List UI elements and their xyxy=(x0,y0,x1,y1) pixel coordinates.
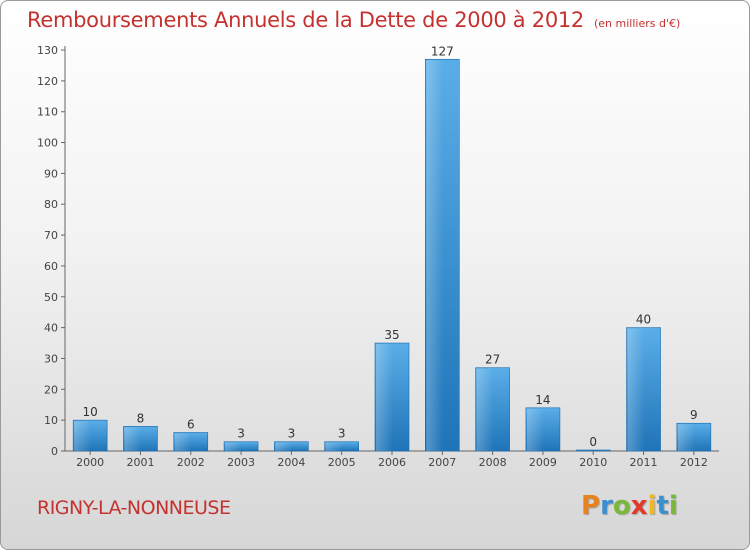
y-tick-label: 40 xyxy=(44,322,58,335)
x-tick-label: 2012 xyxy=(680,456,708,469)
data-label: 10 xyxy=(83,405,98,419)
x-tick-label: 2000 xyxy=(76,456,104,469)
x-tick-label: 2005 xyxy=(328,456,356,469)
y-tick-label: 10 xyxy=(44,414,58,427)
y-tick-label: 50 xyxy=(44,291,58,304)
commune-name: RIGNY-LA-NONNEUSE xyxy=(37,497,231,519)
logo-letter: i xyxy=(668,491,678,521)
y-tick-labels: 0 10 20 30 40 50 60 70 80 90 100 110 120 130 xyxy=(37,44,65,458)
y-tick-label: 60 xyxy=(44,260,58,273)
y-tick-label: 80 xyxy=(44,198,58,211)
bar-highlight xyxy=(225,442,243,451)
data-label: 40 xyxy=(636,313,651,327)
x-tick-label: 2002 xyxy=(177,456,205,469)
bar-highlight xyxy=(677,424,695,451)
x-tick-label: 2001 xyxy=(126,456,154,469)
data-label: 6 xyxy=(187,417,195,431)
x-tick-label: 2011 xyxy=(630,456,658,469)
bar-highlight xyxy=(74,421,92,451)
bar-highlight xyxy=(627,328,645,451)
chart-title: Remboursements Annuels de la Dette de 20… xyxy=(27,8,680,32)
y-tick-label: 70 xyxy=(44,229,58,242)
proxiti-logo: Proxiti xyxy=(581,491,678,521)
y-tick-label: 30 xyxy=(44,352,58,365)
y-tick-label: 120 xyxy=(37,75,58,88)
logo-letter: t xyxy=(656,491,669,521)
logo-letter: o xyxy=(612,491,631,521)
y-tick-label: 90 xyxy=(44,167,58,180)
x-tick-label: 2009 xyxy=(529,456,557,469)
x-tick-labels: 2000 2001 2002 2003 2004 2005 2006 2007 2008 2009… xyxy=(76,451,708,469)
bar-highlight xyxy=(526,408,544,451)
x-tick-label: 2004 xyxy=(277,456,305,469)
logo-letter: x xyxy=(630,491,648,521)
logo-letter: i xyxy=(647,491,657,521)
data-label: 3 xyxy=(237,427,245,441)
x-tick-label: 2006 xyxy=(378,456,406,469)
data-labels: 10 8 6 3 3 3 35 127 27 14 0 40 9 xyxy=(83,44,698,449)
x-tick-label: 2008 xyxy=(479,456,507,469)
title-text: Remboursements Annuels de la Dette de 20… xyxy=(27,8,584,32)
bar-highlight xyxy=(124,427,142,451)
bar xyxy=(575,449,611,452)
bar-highlight xyxy=(476,368,494,451)
unit-label: (en milliers d'€) xyxy=(594,17,681,30)
y-tick-label: 110 xyxy=(37,106,58,119)
x-tick-label: 2010 xyxy=(579,456,607,469)
bar-highlight xyxy=(376,344,393,451)
data-label: 3 xyxy=(288,427,296,441)
bar-highlight xyxy=(174,433,192,451)
data-label: 14 xyxy=(535,393,550,407)
bars xyxy=(72,58,712,452)
logo-letter: P xyxy=(581,491,601,521)
y-tick-label: 130 xyxy=(37,44,58,57)
bar-highlight xyxy=(325,442,343,451)
x-tick-label: 2003 xyxy=(227,456,255,469)
y-tick-label: 0 xyxy=(51,445,58,458)
data-label: 3 xyxy=(338,427,346,441)
data-label: 35 xyxy=(384,328,399,342)
bar-highlight xyxy=(426,60,444,451)
data-label: 9 xyxy=(690,408,698,422)
data-label: 8 xyxy=(137,411,145,425)
data-label: 27 xyxy=(485,353,500,367)
logo-letter: r xyxy=(600,491,613,521)
y-tick-label: 100 xyxy=(37,137,58,150)
y-tick-label: 20 xyxy=(44,383,58,396)
bar-highlight xyxy=(275,442,293,451)
data-label: 0 xyxy=(589,435,597,449)
data-label: 127 xyxy=(431,44,454,58)
x-tick-label: 2007 xyxy=(428,456,456,469)
